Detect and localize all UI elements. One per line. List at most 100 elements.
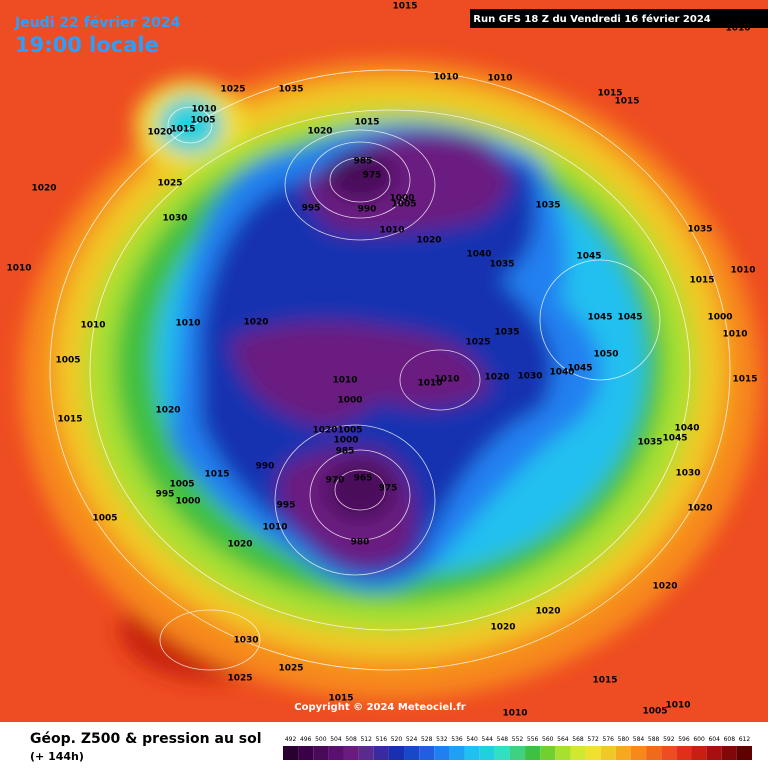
isobar-label: 1015: [614, 97, 639, 107]
legend-label: 572: [587, 736, 599, 743]
legend-label: 524: [406, 736, 418, 743]
isobar-label: 1005: [92, 514, 117, 524]
isobar-label: 1035: [637, 438, 662, 448]
legend-label: 556: [527, 736, 539, 743]
isobar-label: 1010: [417, 379, 442, 389]
legend-swatch: [313, 746, 329, 760]
isobar-label: 1015: [689, 276, 714, 286]
legend-label: 532: [436, 736, 448, 743]
legend-swatch: [676, 746, 692, 760]
isobar-label: 1010: [722, 330, 747, 340]
isobar-label: 1020: [535, 607, 560, 617]
isobar-label: 1020: [312, 426, 337, 436]
date: Jeudi 22 février 2024: [14, 15, 181, 31]
isobar-label: 975: [379, 484, 398, 494]
isobar-label: 1010: [502, 709, 527, 719]
isobar-label: 1015: [597, 89, 622, 99]
legend-label: 520: [391, 736, 403, 743]
isobar-label: 990: [256, 462, 275, 472]
legend-swatch: [540, 746, 556, 760]
isobar-label: 1020: [416, 236, 441, 246]
isobar-label: 985: [354, 157, 373, 167]
isobar-label: 1005: [55, 356, 80, 366]
legend-swatch: [494, 746, 510, 760]
isobar-label: 1000: [175, 497, 200, 507]
legend-swatch: [328, 746, 344, 760]
legend-label: 568: [572, 736, 584, 743]
isobar-label: 1045: [662, 434, 687, 444]
legend-swatch: [479, 746, 495, 760]
isobar-label: 995: [277, 501, 296, 511]
legend-swatch: [373, 746, 389, 760]
isobar-label: 1005: [169, 480, 194, 490]
legend-swatch: [630, 746, 647, 760]
isobar-label: 1045: [576, 252, 601, 262]
isobar-label: 1000: [707, 313, 732, 323]
legend-swatch: [283, 746, 299, 760]
isobar-label: 1035: [535, 201, 560, 211]
isobar-label: 1035: [494, 328, 519, 338]
legend-label: 564: [557, 736, 569, 743]
isobar-label: 1020: [490, 623, 515, 633]
legend-swatch: [509, 746, 526, 760]
legend-label: 512: [360, 736, 372, 743]
isobar-label: 965: [354, 474, 373, 484]
isobar-label: 1005: [391, 200, 416, 210]
legend-label: 560: [542, 736, 554, 743]
isobar-label: 1015: [592, 676, 617, 686]
legend-swatch: [343, 746, 359, 760]
isobar-label: 1010: [725, 24, 750, 34]
time: 19:00 locale: [15, 33, 159, 57]
legend-swatch: [600, 746, 616, 760]
isobar-label: 1015: [170, 125, 195, 135]
legend-label: 500: [315, 736, 327, 743]
isobar-label: 1040: [466, 250, 491, 260]
legend-swatch: [661, 746, 677, 760]
isobar-label: 1000: [333, 436, 358, 446]
legend-label: 496: [300, 736, 312, 743]
run-info: Run GFS 18 Z du Vendredi 16 février 2024: [473, 13, 711, 25]
isobar-label: 980: [351, 538, 370, 548]
legend-swatch: [434, 746, 450, 760]
isobar-label: 1010: [175, 319, 200, 329]
legend-swatch: [736, 746, 752, 760]
isobar-label: 1010: [6, 264, 31, 274]
isobar-label: 1010: [262, 523, 287, 533]
legend-swatch: [388, 746, 405, 760]
legend-label: 600: [693, 736, 705, 743]
isobar-label: 1020: [484, 373, 509, 383]
legend-swatch: [525, 746, 541, 760]
isobar-label: 1005: [642, 707, 667, 717]
legend-label: 540: [466, 736, 478, 743]
isobar-label: 1020: [147, 128, 172, 138]
footer: [0, 722, 768, 768]
legend-label: 608: [724, 736, 736, 743]
legend-label: 612: [739, 736, 751, 743]
isobar-label: 1015: [354, 118, 379, 128]
isobar-label: 1030: [517, 372, 542, 382]
isobar-label: 1020: [227, 540, 252, 550]
isobar-label: 1020: [31, 184, 56, 194]
isobar-label: 1020: [155, 406, 180, 416]
legend-swatch: [691, 746, 707, 760]
isobar-label: 1000: [389, 194, 414, 204]
isobar-label: 1005: [190, 116, 215, 126]
legend-swatch: [615, 746, 631, 760]
legend-swatch: [706, 746, 722, 760]
legend-swatch: [404, 746, 420, 760]
isobar-label: 1035: [489, 260, 514, 270]
footer-title: Géop. Z500 & pression au sol: [30, 731, 262, 747]
footer-subtitle: (+ 144h): [30, 750, 84, 763]
legend-swatch: [585, 746, 601, 760]
legend-label: 596: [678, 736, 690, 743]
isobar-label: 1035: [278, 85, 303, 95]
isobar-label: 1025: [278, 664, 303, 674]
isobar-label: 1020: [652, 582, 677, 592]
isobar-label: 975: [363, 171, 382, 181]
legend-label: 504: [330, 736, 342, 743]
legend-swatch: [419, 746, 435, 760]
isobar-label: 1015: [57, 415, 82, 425]
isobar-label: 1050: [593, 350, 618, 360]
isobar-label: 995: [156, 490, 175, 500]
